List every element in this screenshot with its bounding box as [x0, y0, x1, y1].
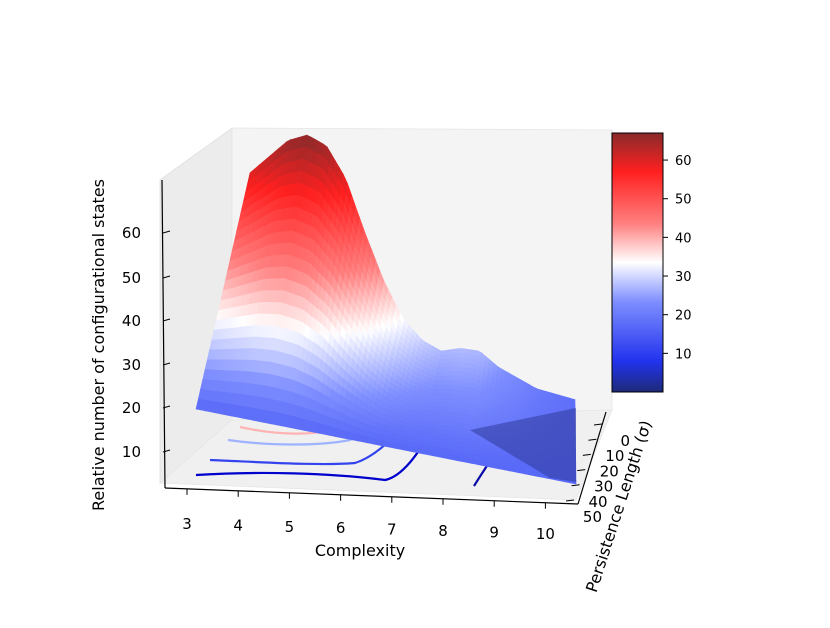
- colorbar-tick-label: 10: [675, 347, 692, 362]
- colorbar-tick-label: 40: [675, 231, 692, 246]
- x-axis-line: [164, 487, 579, 505]
- x-tick-label: 8: [438, 522, 448, 540]
- y-axis-line: [577, 411, 607, 505]
- axes: [161, 179, 607, 505]
- colorbar-tick-label: 30: [675, 270, 692, 285]
- x-ticks: 3 4 5 6 7 8 9 10: [182, 488, 555, 543]
- z-axis-label: Relative number of configurational state…: [89, 179, 108, 511]
- z-tick: [162, 275, 171, 279]
- surface-shade: [470, 408, 576, 482]
- surface-patch: [485, 461, 492, 468]
- surface-patch: [471, 458, 478, 465]
- y-tick: [577, 469, 586, 472]
- surface-patch: [494, 463, 501, 470]
- colorbar-tick-label: 50: [675, 193, 692, 208]
- z-tick: [162, 405, 171, 409]
- y-tick: [588, 438, 597, 441]
- z-axis-line: [161, 179, 166, 489]
- y-tick: [582, 453, 591, 456]
- x-tick-label: 3: [182, 515, 192, 533]
- surface-patch: [452, 454, 459, 461]
- surface-patch: [456, 455, 463, 462]
- y-tick-label: 10: [605, 447, 624, 465]
- surface: [195, 134, 577, 485]
- x-tick-label: 5: [285, 518, 295, 536]
- z-tick-label: 50: [122, 269, 141, 287]
- z-tick-label: 10: [122, 443, 141, 461]
- y-tick: [571, 484, 580, 487]
- z-ticks: 10 20 30 40 50 60: [122, 224, 171, 461]
- surface-patch: [523, 469, 530, 475]
- x-tick-label: 9: [489, 523, 499, 541]
- surface-patch: [537, 472, 544, 478]
- x-tick-label: 7: [387, 521, 397, 539]
- surface-patch: [509, 466, 515, 473]
- y-tick-label: 40: [589, 493, 608, 511]
- surface-patch: [499, 464, 506, 471]
- z-tick: [162, 449, 171, 453]
- x-tick-label: 6: [336, 519, 346, 537]
- surface-patch: [513, 467, 520, 474]
- z-tick-label: 30: [122, 356, 141, 374]
- surface-patch: [518, 468, 525, 475]
- x-axis-label: Complexity: [315, 541, 405, 560]
- surface-patch: [490, 462, 497, 469]
- y-tick-label: 50: [583, 508, 602, 526]
- x-tick-label: 10: [536, 525, 555, 543]
- z-tick-label: 20: [122, 399, 141, 417]
- z-tick: [162, 318, 171, 322]
- z-tick-label: 60: [122, 224, 141, 242]
- colorbar: [611, 132, 664, 393]
- y-tick-label: 30: [594, 478, 613, 496]
- z-tick: [162, 362, 171, 366]
- colorbar-tick-label: 20: [675, 309, 692, 324]
- y-tick-label: 0: [620, 432, 630, 450]
- surface-patch: [466, 457, 473, 464]
- z-tick-label: 40: [122, 312, 141, 330]
- surface-patch: [504, 465, 511, 472]
- colorbar-tick-label: 60: [675, 154, 692, 169]
- z-tick: [162, 230, 171, 234]
- surface-patch: [480, 460, 487, 467]
- y-tick: [565, 499, 575, 502]
- surface-patch: [532, 471, 539, 477]
- x-tick-label: 4: [233, 516, 243, 534]
- y-tick: [593, 423, 603, 426]
- surface-patch: [528, 470, 534, 476]
- surface-patch: [475, 459, 482, 466]
- colorbar-ticks: 10 20 30 40 50 60: [663, 154, 692, 362]
- y-tick-label: 20: [600, 462, 619, 480]
- surface-patch: [461, 456, 468, 463]
